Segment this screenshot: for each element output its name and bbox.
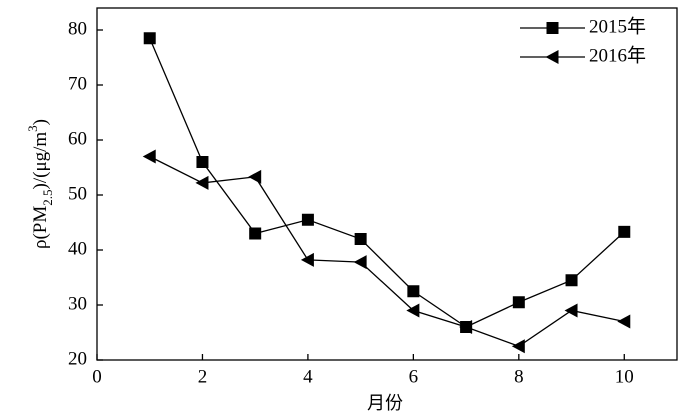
marker [512,296,525,309]
x-tick-label: 2 [198,366,208,387]
marker [300,252,314,267]
x-tick-label: 8 [514,366,524,387]
marker [196,156,209,168]
marker [143,32,156,45]
y-tick-label: 50 [68,183,87,204]
marker [353,255,367,270]
y-tick-label: 60 [68,128,87,149]
x-tick-label: 0 [92,366,102,387]
marker [407,285,420,298]
y-label-part: ) [30,119,51,125]
marker [546,22,559,34]
marker [354,233,367,245]
marker [545,50,559,64]
y-label-part: 3 [25,125,40,132]
y-label-part: ρ(PM [30,206,51,249]
marker [142,149,156,164]
marker [617,314,631,329]
y-tick-label: 30 [68,293,87,314]
y-label-part: )/(μg/m [30,132,51,190]
plot-frame [96,7,678,361]
x-axis-label: 月份 [367,393,403,414]
marker [406,303,420,318]
marker [248,169,262,184]
y-tick-label: 80 [68,18,87,39]
y-label-part: 2.5 [40,189,55,205]
legend-label: 2015年 [589,15,646,37]
marker [564,303,578,318]
marker [618,225,631,238]
series-line [149,155,625,347]
legend-label: 2016年 [589,44,646,66]
y-tick-label: 20 [68,348,87,369]
x-tick-label: 6 [409,366,419,387]
y-tick-label: 40 [68,238,87,259]
y-tick-label: 70 [68,73,87,94]
marker [565,274,578,287]
y-axis-label: ρ(PM2.5)/(μg/m3) [25,119,55,249]
marker [301,213,314,226]
marker [459,320,473,334]
marker [511,339,525,354]
x-tick-label: 4 [303,366,313,387]
marker [249,227,262,240]
marker [195,175,209,190]
x-tick-label: 10 [615,366,634,387]
series-line [149,37,625,328]
